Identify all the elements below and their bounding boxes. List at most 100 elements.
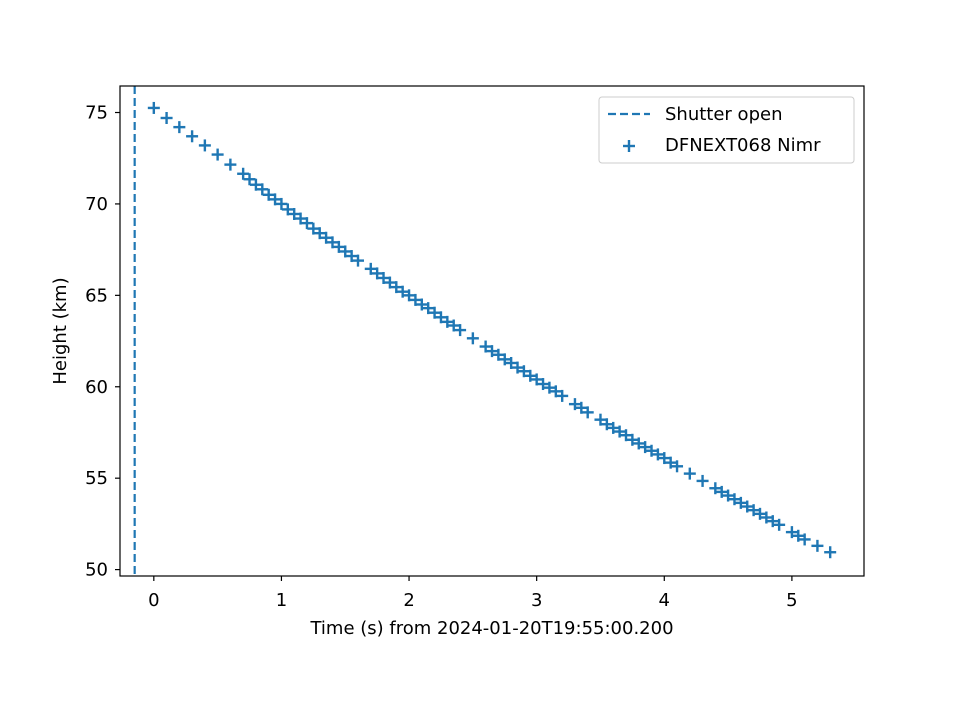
data-point bbox=[345, 250, 358, 263]
data-point bbox=[498, 353, 511, 366]
data-point bbox=[766, 515, 779, 528]
legend-label-shutter-open: Shutter open bbox=[665, 104, 782, 125]
data-point bbox=[147, 101, 160, 114]
data-point bbox=[626, 433, 639, 446]
data-point bbox=[352, 254, 365, 267]
data-point bbox=[741, 500, 754, 513]
data-point bbox=[645, 444, 658, 457]
data-point bbox=[556, 389, 569, 402]
data-point bbox=[390, 281, 403, 294]
data-point bbox=[524, 369, 537, 382]
data-point bbox=[447, 319, 460, 332]
data-point bbox=[486, 345, 498, 358]
data-point bbox=[198, 139, 211, 152]
x-axis-ticks: 0 1 2 3 4 5 bbox=[148, 576, 798, 611]
plot-marks bbox=[133, 86, 837, 576]
data-point bbox=[728, 493, 741, 506]
y-tick-label: 55 bbox=[85, 468, 108, 489]
y-tick-label: 70 bbox=[85, 194, 108, 215]
x-tick-label: 2 bbox=[403, 590, 414, 611]
data-point bbox=[594, 413, 607, 426]
y-axis-label: Height (km) bbox=[50, 277, 71, 384]
data-point bbox=[371, 267, 384, 280]
x-tick-label: 1 bbox=[276, 590, 287, 611]
data-point bbox=[307, 222, 320, 235]
x-tick-label: 5 bbox=[786, 590, 797, 611]
data-point bbox=[237, 167, 250, 180]
data-point bbox=[581, 406, 594, 419]
data-point bbox=[492, 348, 505, 361]
data-point bbox=[269, 193, 282, 206]
data-point bbox=[651, 448, 664, 461]
data-point bbox=[332, 240, 345, 253]
data-point bbox=[364, 262, 377, 275]
data-point bbox=[454, 324, 467, 337]
data-point bbox=[722, 489, 735, 502]
data-point bbox=[683, 467, 696, 480]
data-point bbox=[479, 340, 492, 353]
data-point bbox=[428, 306, 441, 319]
data-point bbox=[320, 231, 333, 244]
data-point bbox=[275, 197, 288, 210]
data-point bbox=[339, 245, 352, 258]
data-point bbox=[441, 315, 454, 328]
data-point bbox=[326, 236, 339, 249]
data-point bbox=[798, 533, 811, 546]
data-point bbox=[530, 373, 543, 386]
data-point bbox=[422, 302, 435, 315]
data-point bbox=[575, 401, 588, 414]
legend-plus-marker-icon bbox=[623, 140, 635, 152]
data-point bbox=[377, 271, 390, 284]
data-point bbox=[224, 158, 237, 171]
data-point bbox=[173, 121, 186, 134]
data-point bbox=[671, 460, 684, 473]
data-point bbox=[607, 421, 620, 434]
data-point bbox=[760, 511, 773, 524]
data-point bbox=[543, 381, 556, 394]
legend: Shutter open DFNEXT068 Nimr bbox=[598, 96, 855, 164]
data-point bbox=[664, 456, 677, 469]
y-tick-label: 60 bbox=[85, 377, 108, 398]
data-point bbox=[434, 311, 447, 324]
legend-box bbox=[598, 96, 855, 164]
data-point bbox=[715, 485, 728, 498]
data-point bbox=[249, 178, 262, 191]
data-point bbox=[294, 212, 307, 225]
data-point bbox=[785, 526, 798, 539]
axes-frame bbox=[119, 85, 865, 577]
data-point bbox=[792, 529, 805, 542]
data-point bbox=[639, 441, 652, 454]
data-point bbox=[734, 496, 747, 509]
data-point bbox=[281, 203, 294, 216]
data-point bbox=[632, 437, 645, 450]
x-tick-label: 3 bbox=[531, 590, 542, 611]
data-point bbox=[313, 227, 326, 240]
y-axis-ticks: 50 55 60 65 70 75 bbox=[85, 103, 120, 581]
data-point bbox=[403, 289, 416, 302]
x-tick-label: 4 bbox=[659, 590, 670, 611]
y-tick-label: 75 bbox=[85, 103, 108, 124]
x-axis-label: Time (s) from 2024-01-20T19:55:00.200 bbox=[309, 618, 673, 639]
data-point bbox=[466, 332, 479, 345]
data-point bbox=[517, 365, 530, 378]
data-point bbox=[211, 148, 224, 161]
data-point bbox=[753, 507, 766, 520]
y-tick-label: 65 bbox=[85, 285, 108, 306]
data-point bbox=[709, 482, 722, 495]
data-point bbox=[600, 418, 613, 431]
data-point bbox=[160, 111, 173, 124]
data-point bbox=[262, 188, 275, 201]
data-point bbox=[288, 207, 301, 220]
data-point bbox=[824, 546, 837, 559]
data-point bbox=[696, 474, 709, 487]
data-point bbox=[383, 276, 396, 289]
data-point bbox=[747, 504, 760, 517]
y-tick-label: 50 bbox=[85, 560, 108, 581]
data-point bbox=[511, 361, 524, 374]
data-point bbox=[300, 217, 313, 230]
data-point bbox=[568, 398, 581, 411]
data-point bbox=[409, 293, 422, 306]
data-point bbox=[619, 429, 632, 442]
data-point bbox=[396, 285, 409, 298]
